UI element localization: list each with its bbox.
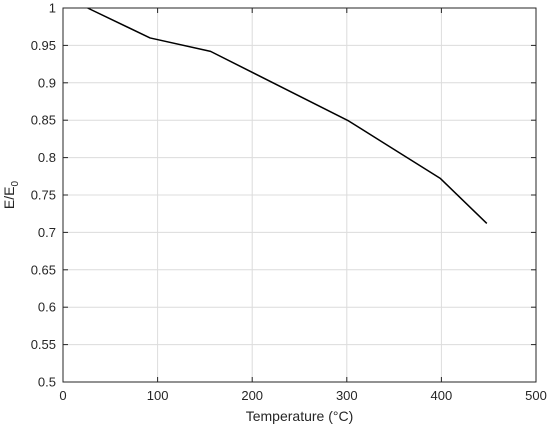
- y-tick-label: 0.65: [31, 262, 56, 277]
- y-tick-label: 0.75: [31, 188, 56, 203]
- x-axis-label: Temperature (°C): [246, 408, 354, 424]
- ticks: [62, 7, 537, 383]
- y-tick-label: 0.6: [38, 300, 56, 315]
- x-tick-label: 300: [336, 388, 358, 403]
- y-tick-label: 0.85: [31, 113, 56, 128]
- x-tick-label: 500: [525, 388, 547, 403]
- y-tick-label: 0.5: [38, 375, 56, 390]
- x-tick-label: 100: [147, 388, 169, 403]
- y-tick-label: 1: [49, 1, 56, 16]
- y-tick-label: 0.9: [38, 75, 56, 90]
- series-line: [87, 7, 488, 224]
- x-tick-label: 400: [431, 388, 453, 403]
- y-tick-label: 0.7: [38, 225, 56, 240]
- y-axis-label: E/E0: [1, 180, 21, 209]
- y-tick-label: 0.95: [31, 38, 56, 53]
- y-axis-label-main: E/E: [1, 186, 17, 209]
- y-axis-label-subscript: 0: [10, 180, 21, 186]
- y-tick-label: 0.55: [31, 337, 56, 352]
- x-tick-label: 0: [59, 388, 66, 403]
- tick-labels: 0 100 200 300 400 500 0.5 0.55 0.6 0.65 0.7 0.75 0.8…: [31, 1, 547, 404]
- x-tick-label: 200: [241, 388, 263, 403]
- y-tick-label: 0.8: [38, 150, 56, 165]
